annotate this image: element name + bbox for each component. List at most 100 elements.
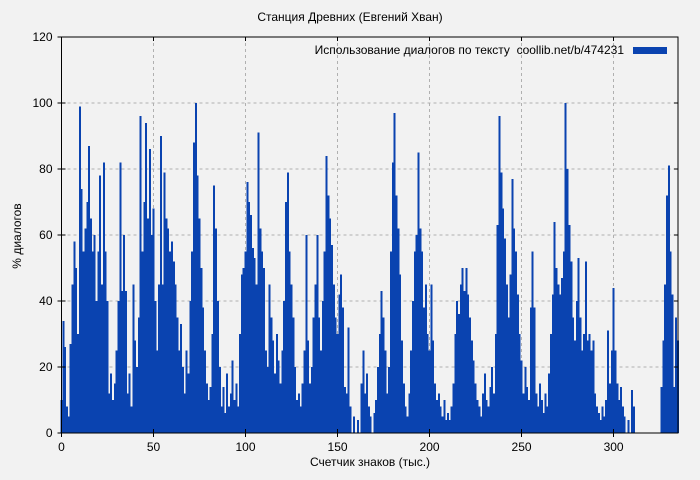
bar <box>336 334 339 433</box>
bar <box>246 182 249 433</box>
x-tick-label: 250 <box>512 440 532 454</box>
bar <box>345 393 348 433</box>
bar <box>115 350 118 433</box>
bar <box>251 248 254 433</box>
bar <box>546 406 549 433</box>
bar <box>487 406 490 433</box>
bar <box>555 268 558 433</box>
bar <box>163 172 166 434</box>
bar <box>250 215 253 433</box>
bar <box>465 268 468 433</box>
bar <box>505 284 508 433</box>
y-tick-label: 40 <box>39 294 53 308</box>
bar <box>277 360 280 433</box>
chart-title: Станция Древних (Евгений Хван) <box>257 10 443 24</box>
bar <box>110 373 113 433</box>
bar <box>318 317 321 433</box>
bar <box>220 406 223 433</box>
bar <box>237 406 240 433</box>
bar <box>66 406 69 433</box>
bar <box>423 307 426 433</box>
bar <box>290 284 293 433</box>
bar <box>596 406 599 433</box>
bar <box>559 294 562 433</box>
bar <box>141 251 144 433</box>
bar <box>542 413 545 433</box>
bar <box>137 317 140 433</box>
bar <box>384 350 387 433</box>
bar <box>275 334 278 433</box>
bar <box>583 334 586 433</box>
bar <box>369 416 372 433</box>
bar <box>216 301 219 433</box>
bar <box>538 383 541 433</box>
bar <box>242 268 245 433</box>
bar <box>498 116 501 433</box>
bar <box>660 386 663 433</box>
bar <box>343 386 346 433</box>
x-tick-label: 300 <box>604 440 624 454</box>
bar <box>570 261 573 433</box>
bar <box>224 413 227 433</box>
bar <box>161 284 164 433</box>
bar <box>183 393 186 433</box>
bar <box>356 419 359 433</box>
bar <box>134 340 137 433</box>
bar <box>402 383 405 433</box>
bar <box>553 221 556 433</box>
bar <box>502 208 505 433</box>
bar <box>621 406 624 433</box>
bar <box>584 261 587 433</box>
bar <box>448 419 451 433</box>
bar <box>608 383 611 433</box>
bar <box>386 393 389 433</box>
bar <box>353 416 356 433</box>
bar <box>459 284 462 433</box>
bar <box>527 400 530 433</box>
bar <box>150 235 153 433</box>
bar <box>259 228 262 433</box>
bar <box>279 383 282 433</box>
bar <box>485 400 488 433</box>
bar <box>307 340 310 433</box>
bar <box>594 393 597 433</box>
bar <box>522 393 525 433</box>
bar <box>568 225 571 433</box>
bar <box>577 258 580 433</box>
x-tick-label: 50 <box>147 440 161 454</box>
bar <box>117 301 120 433</box>
bar <box>391 162 394 433</box>
bar <box>535 393 538 433</box>
bar <box>342 307 345 433</box>
bar <box>586 340 589 433</box>
bar <box>239 334 242 433</box>
bar <box>616 383 619 433</box>
bar <box>450 406 453 433</box>
bar <box>408 393 411 433</box>
bar <box>419 228 422 433</box>
bar <box>218 367 221 433</box>
bar <box>231 360 234 433</box>
bar <box>156 350 159 433</box>
bar <box>443 400 446 433</box>
bar <box>170 241 173 433</box>
bar <box>483 373 486 433</box>
bar <box>665 195 668 433</box>
bar <box>264 350 267 433</box>
bar <box>93 235 96 433</box>
bar <box>86 202 89 433</box>
bar <box>222 386 225 433</box>
bar <box>185 350 188 433</box>
bar <box>397 228 400 433</box>
bar <box>467 294 470 433</box>
x-tick-label: 0 <box>58 440 65 454</box>
bar <box>671 294 674 433</box>
bar <box>494 334 497 433</box>
bar <box>205 383 208 433</box>
bar <box>75 268 78 433</box>
bar <box>288 251 291 433</box>
bar <box>297 393 300 433</box>
bar <box>526 386 529 433</box>
bar <box>434 383 437 433</box>
bar <box>248 202 251 433</box>
